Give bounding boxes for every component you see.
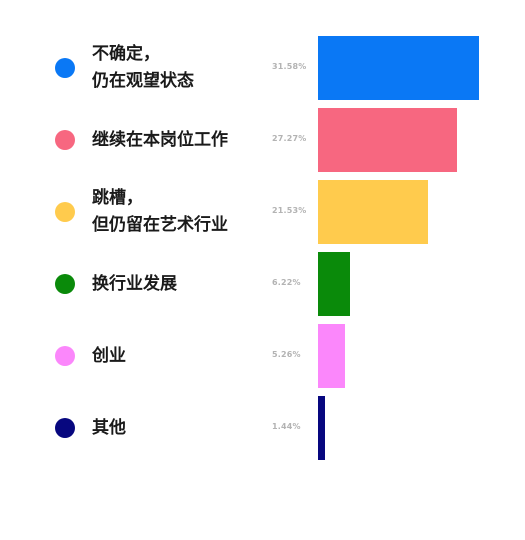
legend-dot bbox=[55, 346, 75, 366]
category-label: 跳槽， 但仍留在艺术行业 bbox=[92, 185, 228, 239]
legend-dot bbox=[55, 418, 75, 438]
bar bbox=[318, 108, 457, 172]
category-label-line: 跳槽， bbox=[92, 188, 143, 208]
category-label-line: 继续在本岗位工作 bbox=[92, 129, 228, 150]
value-label: 5.26% bbox=[272, 350, 301, 359]
category-label-line: 但仍留在艺术行业 bbox=[92, 215, 228, 235]
value-label: 1.44% bbox=[272, 422, 301, 431]
bar bbox=[318, 396, 325, 460]
value-label: 6.22% bbox=[272, 278, 301, 287]
category-label: 不确定， 仍在观望状态 bbox=[92, 41, 194, 95]
bar bbox=[318, 324, 345, 388]
bar bbox=[318, 36, 479, 100]
bar bbox=[318, 252, 350, 316]
bar bbox=[318, 180, 428, 244]
category-label: 继续在本岗位工作 bbox=[92, 127, 228, 154]
legend-dot bbox=[55, 202, 75, 222]
category-label-line: 仍在观望状态 bbox=[92, 71, 194, 91]
category-label: 创业 bbox=[92, 343, 126, 370]
legend-dot bbox=[55, 130, 75, 150]
category-label-line: 换行业发展 bbox=[92, 273, 177, 294]
legend-dot bbox=[55, 58, 75, 78]
category-label-line: 创业 bbox=[92, 345, 126, 366]
category-label: 换行业发展 bbox=[92, 271, 177, 298]
category-label-line: 不确定， bbox=[92, 44, 160, 64]
value-label: 21.53% bbox=[272, 206, 307, 215]
value-label: 27.27% bbox=[272, 134, 307, 143]
category-label: 其他 bbox=[92, 415, 126, 442]
value-label: 31.58% bbox=[272, 62, 307, 71]
category-label-line: 其他 bbox=[92, 417, 126, 438]
legend-dot bbox=[55, 274, 75, 294]
